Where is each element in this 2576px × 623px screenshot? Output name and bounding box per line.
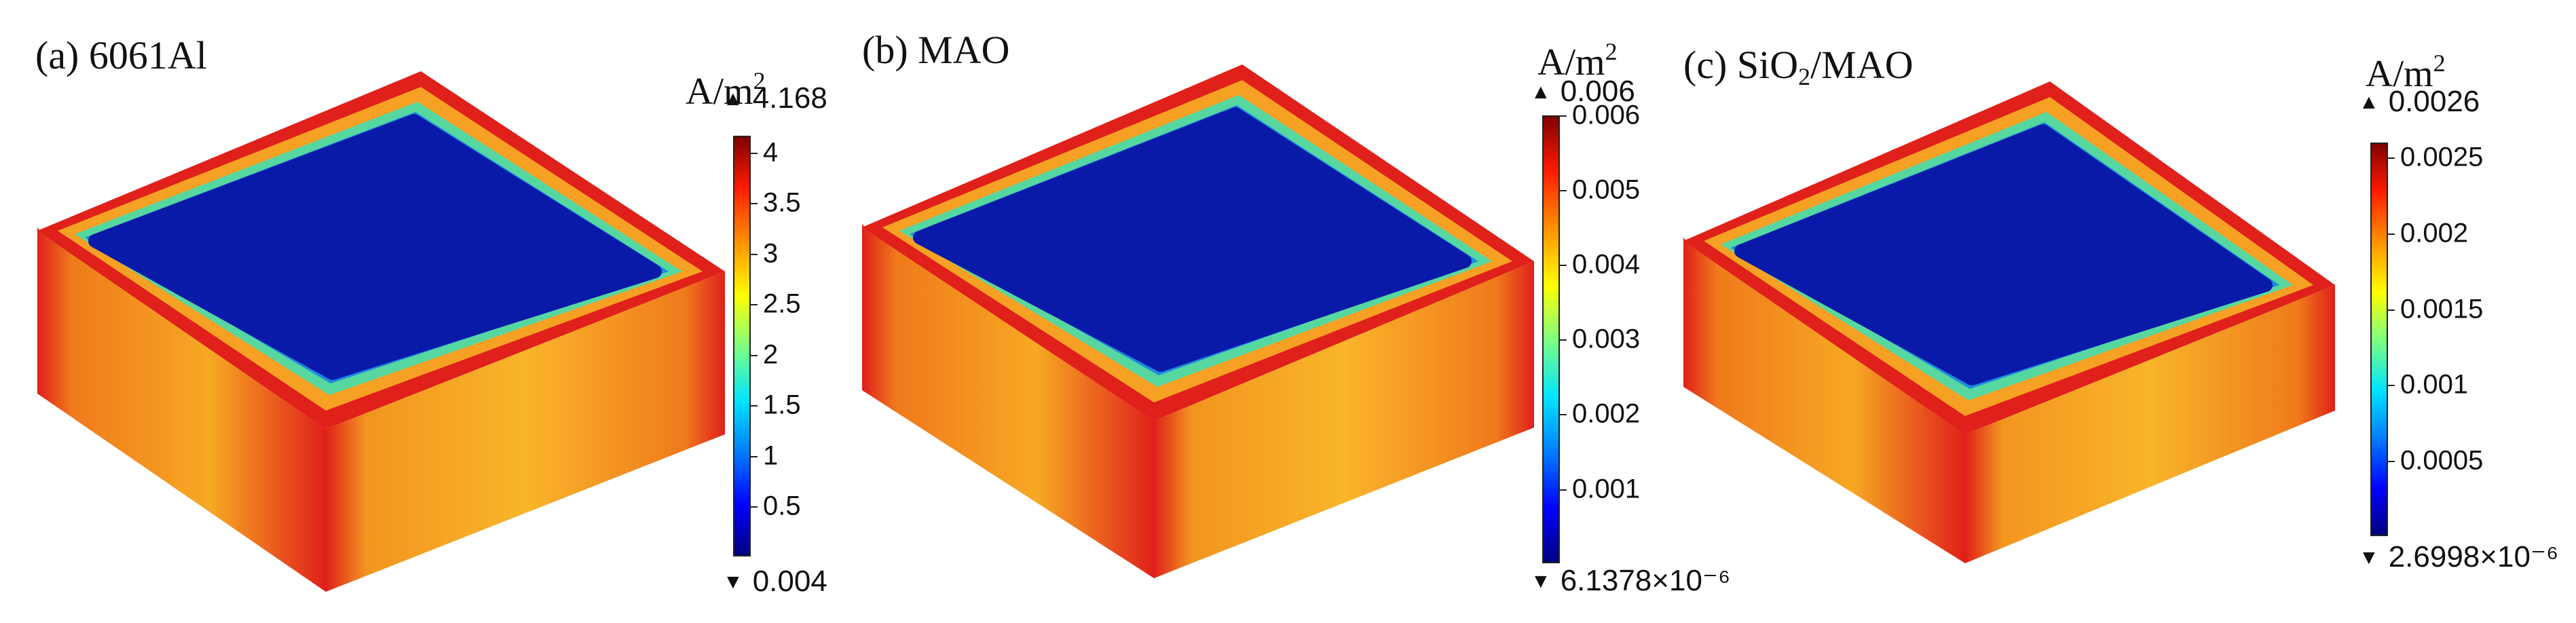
colorbar-tick-mark	[1560, 115, 1567, 117]
unit-label: A/m2	[1537, 38, 1618, 83]
block-3d	[862, 64, 1534, 578]
panel-title: (a) 6061Al	[35, 33, 207, 77]
colorbar	[1542, 115, 1560, 563]
colorbar-tick-label: 0.0005	[2400, 445, 2484, 476]
colorbar-tick-label: 0.0025	[2400, 142, 2484, 172]
colorbar-tick-mark	[1560, 265, 1567, 267]
colorbar-tick-mark	[1560, 339, 1567, 341]
panel-b: (b) MAO A/m2 ▲ 0.006 ▼ 6.1378×10⁻⁶ 0.006 0.…	[828, 0, 1730, 623]
min-value: ▼ 6.1378×10⁻⁶	[1531, 564, 1731, 597]
colorbar-tick-label: 0.003	[1572, 324, 1641, 354]
colorbar-tick-label: 1.5	[763, 390, 801, 420]
panel-c: (c) SiO2/MAO A/m2 ▲ 0.0026 ▼ 2.6998×10⁻⁶ 0…	[1683, 0, 2576, 623]
colorbar-tick-mark	[751, 253, 758, 255]
max-value: ▲ 0.006	[1531, 75, 1635, 108]
colorbar-tick-mark	[2388, 233, 2395, 235]
max-value: ▲ 4.168	[723, 81, 827, 115]
colorbar-tick-label: 4	[763, 137, 779, 168]
colorbar-tick-mark	[751, 304, 758, 306]
colorbar-tick-mark	[751, 203, 758, 205]
colorbar-tick-label: 0.001	[2400, 369, 2469, 400]
colorbar-tick-mark	[751, 405, 758, 407]
colorbar-tick-mark	[1560, 190, 1567, 192]
colorbar-tick-label: 3	[763, 238, 779, 269]
colorbar-tick-label: 0.006	[1572, 100, 1641, 130]
block-3d	[37, 71, 725, 592]
min-value: ▼ 2.6998×10⁻⁶	[2359, 540, 2559, 573]
panel-a: (a) 6061Al A/m2 ▲ 4.168 ▼ 0.004 4 3.5 3 2.5 2 1…	[0, 0, 828, 623]
block-3d	[1683, 81, 2335, 563]
colorbar-tick-mark	[2388, 157, 2395, 159]
colorbar-tick-mark	[751, 354, 758, 356]
colorbar-tick-mark	[751, 153, 758, 154]
colorbar-tick-label: 2	[763, 339, 779, 370]
panel-title: (b) MAO	[862, 28, 1010, 72]
colorbar-tick-mark	[1560, 414, 1567, 416]
colorbar-tick-label: 3.5	[763, 187, 801, 218]
colorbar	[2370, 143, 2388, 536]
colorbar-tick-label: 0.002	[2400, 218, 2469, 248]
colorbar-tick-mark	[1560, 489, 1567, 491]
min-value: ▼ 0.004	[723, 565, 827, 598]
colorbar-tick-label: 0.001	[1572, 474, 1641, 504]
colorbar-tick-label: 0.5	[763, 491, 801, 521]
colorbar-tick-mark	[2388, 309, 2395, 311]
colorbar	[733, 136, 751, 556]
colorbar-tick-label: 1	[763, 440, 779, 471]
colorbar-tick-mark	[751, 455, 758, 457]
panel-title: (c) SiO2/MAO	[1683, 43, 1914, 90]
colorbar-tick-label: 0.0015	[2400, 294, 2484, 324]
colorbar-tick-label: 0.002	[1572, 398, 1641, 429]
colorbar-tick-label: 0.005	[1572, 174, 1641, 205]
unit-label: A/m2	[2366, 50, 2446, 95]
colorbar-tick-mark	[751, 506, 758, 508]
colorbar-tick-label: 2.5	[763, 288, 801, 319]
colorbar-tick-label: 0.004	[1572, 249, 1641, 280]
colorbar-tick-mark	[2388, 385, 2395, 387]
colorbar-tick-mark	[2388, 460, 2395, 462]
unit-label: A/m2	[686, 67, 766, 113]
max-value: ▲ 0.0026	[2359, 85, 2480, 118]
